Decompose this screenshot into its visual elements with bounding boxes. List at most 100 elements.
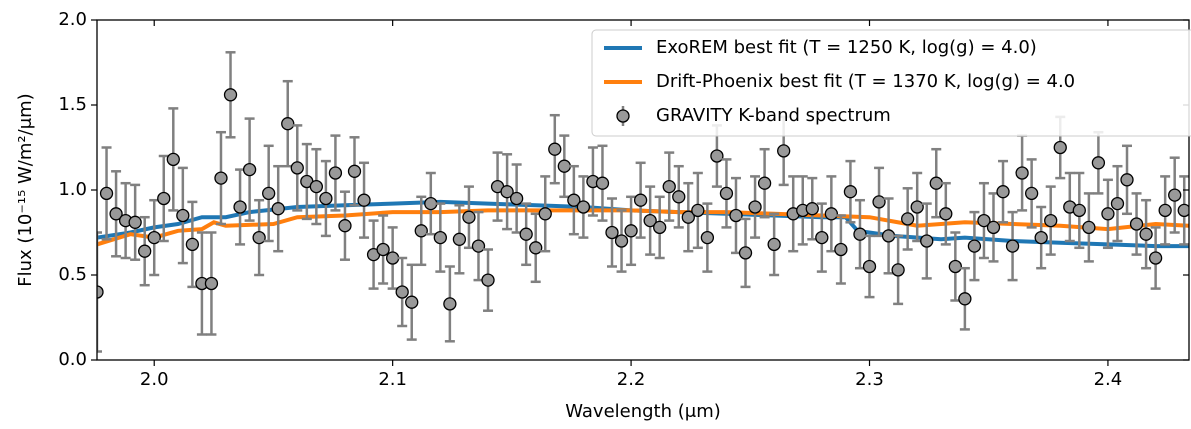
marker xyxy=(500,185,514,199)
data-point xyxy=(700,202,715,273)
marker xyxy=(176,208,190,223)
plot-area xyxy=(97,51,1189,353)
marker xyxy=(157,191,171,206)
data-point xyxy=(910,171,924,243)
marker xyxy=(662,179,676,194)
data-point xyxy=(614,209,629,273)
marker xyxy=(1005,239,1020,253)
marker xyxy=(281,117,295,131)
marker xyxy=(538,207,552,221)
data-point xyxy=(509,163,524,234)
marker xyxy=(948,259,962,274)
marker xyxy=(681,210,695,224)
marker xyxy=(1034,230,1048,245)
y-tick-label: 1.0 xyxy=(58,179,87,200)
marker xyxy=(824,207,839,221)
marker xyxy=(99,186,114,201)
data-point xyxy=(548,113,562,185)
marker xyxy=(891,263,905,277)
marker xyxy=(567,193,581,207)
data-point xyxy=(538,175,552,253)
marker xyxy=(204,276,219,291)
data-point xyxy=(738,217,753,289)
marker xyxy=(777,144,791,158)
data-point xyxy=(452,204,467,275)
data-point xyxy=(242,117,257,222)
data-point xyxy=(405,263,419,341)
marker xyxy=(1101,207,1115,221)
data-point xyxy=(357,161,371,239)
marker xyxy=(509,191,524,206)
data-point xyxy=(443,265,457,343)
marker xyxy=(1148,251,1163,265)
data-point xyxy=(948,231,962,302)
data-point xyxy=(481,248,495,312)
marker xyxy=(1139,227,1153,241)
marker xyxy=(557,159,571,173)
data-point xyxy=(1168,156,1182,234)
data-point xyxy=(729,176,743,255)
x-tick-label: 2.4 xyxy=(1094,369,1123,390)
marker xyxy=(252,230,266,245)
marker xyxy=(719,186,734,201)
marker xyxy=(1129,217,1144,231)
data-point xyxy=(1015,134,1029,212)
data-point xyxy=(624,195,638,267)
data-point xyxy=(1091,130,1106,195)
marker xyxy=(920,234,934,248)
data-point xyxy=(557,134,571,199)
data-point xyxy=(1072,171,1086,250)
marker xyxy=(138,244,152,258)
data-point xyxy=(843,159,858,224)
marker xyxy=(872,195,886,209)
marker xyxy=(185,237,200,252)
x-tick-label: 2.3 xyxy=(855,369,884,390)
data-point xyxy=(977,181,991,260)
data-point xyxy=(1044,185,1058,256)
marker xyxy=(986,220,1001,235)
data-point xyxy=(500,153,514,231)
data-point xyxy=(939,181,953,246)
data-point xyxy=(529,212,543,284)
data-point xyxy=(300,142,314,221)
data-point xyxy=(433,202,447,273)
marker xyxy=(624,224,638,238)
marker xyxy=(843,185,858,199)
legend-label: GRAVITY K-band spectrum xyxy=(656,105,891,126)
data-point xyxy=(595,144,610,222)
marker xyxy=(395,285,409,299)
data-point xyxy=(395,256,409,328)
data-point xyxy=(1129,192,1144,256)
data-point xyxy=(872,166,886,238)
data-point xyxy=(929,147,943,219)
data-point xyxy=(986,192,1001,263)
marker xyxy=(910,200,924,214)
marker xyxy=(452,232,467,246)
y-tick-label: 1.5 xyxy=(58,94,87,115)
marker xyxy=(633,193,648,207)
marker xyxy=(1024,186,1039,201)
data-point xyxy=(1139,198,1153,270)
data-point xyxy=(748,175,762,239)
marker xyxy=(147,230,161,245)
marker xyxy=(1120,173,1134,187)
data-point xyxy=(233,168,247,246)
y-axis-label: Flux (10⁻¹⁵ W/m²/μm) xyxy=(15,93,36,286)
data-point xyxy=(1024,158,1039,229)
data-point xyxy=(643,185,657,256)
marker xyxy=(967,239,982,253)
data-point xyxy=(262,144,276,243)
data-point xyxy=(347,136,362,207)
data-point xyxy=(204,231,219,336)
data-point xyxy=(338,190,352,261)
marker xyxy=(653,220,667,235)
data-point xyxy=(376,214,390,285)
x-tick-label: 2.1 xyxy=(378,369,407,390)
data-point xyxy=(185,200,200,289)
marker xyxy=(748,200,762,214)
marker xyxy=(815,230,829,245)
legend-marker xyxy=(616,109,630,123)
data-point xyxy=(805,176,819,241)
data-point xyxy=(471,210,486,282)
